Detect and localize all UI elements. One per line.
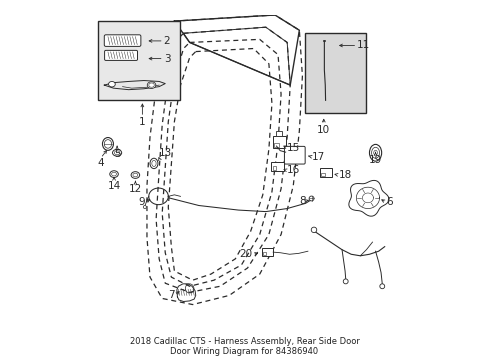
Bar (275, 131, 282, 136)
Bar (272, 166, 276, 170)
Text: 18: 18 (338, 170, 351, 180)
Text: 9: 9 (138, 197, 144, 207)
Ellipse shape (311, 227, 316, 233)
Ellipse shape (112, 149, 122, 156)
Text: 17: 17 (311, 152, 324, 162)
Ellipse shape (343, 279, 347, 284)
Ellipse shape (150, 158, 158, 168)
Text: 11: 11 (357, 40, 370, 50)
Bar (273, 136, 285, 148)
Ellipse shape (102, 138, 113, 150)
Text: 6: 6 (386, 197, 392, 207)
Bar (271, 162, 284, 171)
Text: 5: 5 (114, 149, 120, 159)
Text: 4: 4 (97, 158, 104, 168)
Bar (321, 173, 325, 176)
FancyBboxPatch shape (104, 50, 137, 60)
Text: 20: 20 (239, 249, 252, 259)
Text: 8: 8 (298, 196, 305, 206)
Bar (262, 248, 273, 256)
Text: 14: 14 (107, 181, 121, 191)
Text: 2: 2 (163, 36, 170, 46)
Ellipse shape (109, 171, 118, 177)
Text: 19: 19 (368, 155, 382, 165)
Bar (98, 21, 180, 100)
Text: 3: 3 (163, 54, 170, 64)
Ellipse shape (143, 206, 146, 208)
Text: 15: 15 (286, 143, 300, 153)
Bar (305, 33, 366, 113)
Ellipse shape (369, 144, 381, 161)
Text: 10: 10 (317, 125, 329, 135)
Text: 16: 16 (286, 166, 300, 175)
Text: 2018 Cadillac CTS - Harness Assembly, Rear Side Door
Door Wiring Diagram for 843: 2018 Cadillac CTS - Harness Assembly, Re… (129, 337, 359, 356)
Bar (274, 143, 278, 147)
Bar (263, 252, 266, 255)
FancyBboxPatch shape (104, 35, 141, 46)
Ellipse shape (131, 172, 140, 178)
Ellipse shape (147, 82, 156, 89)
Text: 7: 7 (167, 291, 174, 300)
Ellipse shape (108, 81, 115, 87)
Ellipse shape (379, 284, 384, 289)
Text: 1: 1 (139, 117, 145, 127)
Text: 13: 13 (159, 148, 172, 158)
Bar (320, 168, 331, 177)
Text: 12: 12 (128, 184, 142, 194)
Ellipse shape (308, 196, 313, 201)
FancyBboxPatch shape (284, 147, 305, 164)
Polygon shape (174, 15, 299, 85)
